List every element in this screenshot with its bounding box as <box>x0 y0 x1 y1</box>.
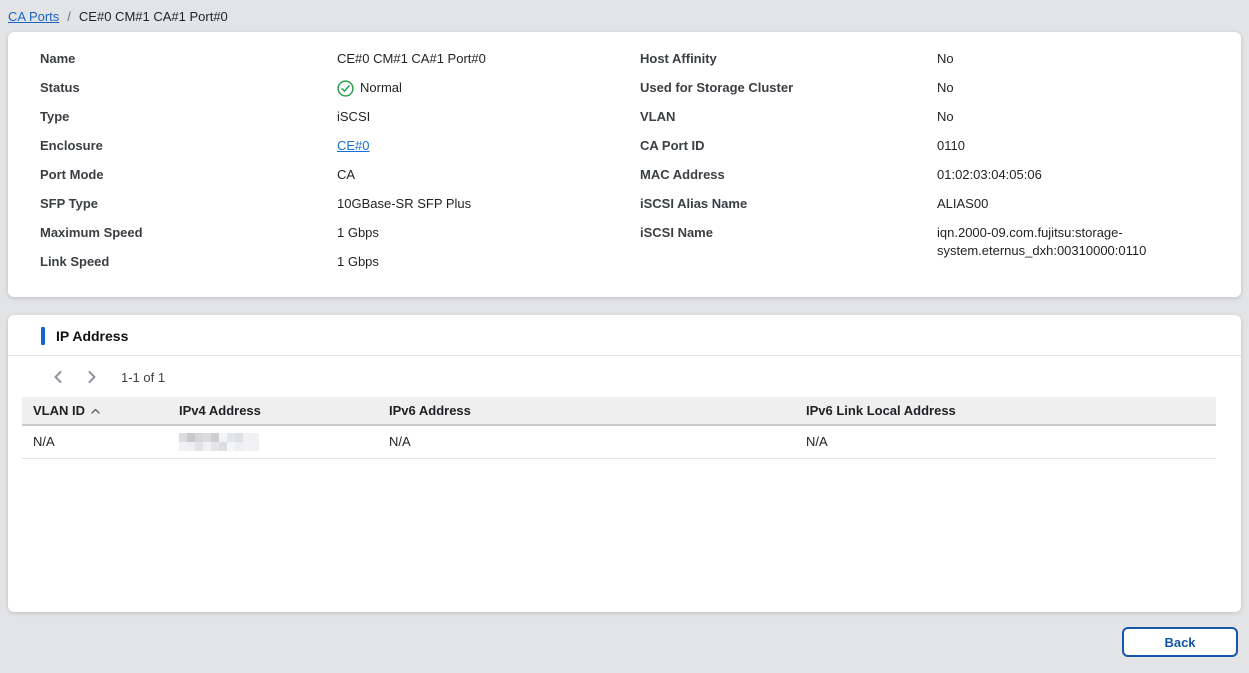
cell-ipv6-address: N/A <box>389 434 411 450</box>
detail-row-link-speed: Link Speed 1 Gbps <box>40 248 640 277</box>
detail-label: Enclosure <box>40 138 103 153</box>
ip-address-table: VLAN ID IPv4 Address IPv6 Address IPv6 L… <box>22 397 1216 459</box>
detail-label: SFP Type <box>40 196 99 211</box>
table-row: N/A N/A N/A <box>22 425 1216 458</box>
cell-ipv6-link-local-address: N/A <box>806 434 828 450</box>
ip-address-panel: IP Address 1-1 of 1 VLAN ID IPv4 Addr <box>8 315 1241 612</box>
detail-value: No <box>937 51 954 66</box>
redacted-ipv4-value <box>179 433 259 452</box>
detail-row-vlan: VLAN No <box>640 103 1241 132</box>
detail-row-enclosure: Enclosure CE#0 <box>40 132 640 161</box>
status-normal-check-circle-icon <box>337 79 354 97</box>
breadcrumb-separator: / <box>67 8 71 24</box>
detail-value: 01:02:03:04:05:06 <box>937 167 1042 182</box>
next-page-icon[interactable] <box>82 369 102 385</box>
detail-row-iscsi-alias: iSCSI Alias Name ALIAS00 <box>640 190 1241 219</box>
back-button[interactable]: Back <box>1122 627 1238 657</box>
detail-value: 1 Gbps <box>337 254 379 269</box>
detail-label: iSCSI Alias Name <box>640 196 748 211</box>
breadcrumb-current: CE#0 CM#1 CA#1 Port#0 <box>78 8 228 24</box>
detail-row-maximum-speed: Maximum Speed 1 Gbps <box>40 219 640 248</box>
detail-row-sfp-type: SFP Type 10GBase-SR SFP Plus <box>40 190 640 219</box>
detail-row-ca-port-id: CA Port ID 0110 <box>640 132 1241 161</box>
detail-value: CA <box>337 167 356 182</box>
detail-label: VLAN <box>640 109 676 124</box>
footer-bar: Back <box>0 612 1249 673</box>
ip-address-header: IP Address <box>8 315 1241 356</box>
detail-value: No <box>937 80 954 95</box>
pagination: 1-1 of 1 <box>8 356 1241 397</box>
detail-value: 1 Gbps <box>337 225 379 240</box>
status-text: Normal <box>360 80 402 95</box>
cell-vlan-id: N/A <box>33 434 55 450</box>
detail-row-storage-cluster: Used for Storage Cluster No <box>640 74 1241 103</box>
header-ipv4-address[interactable]: IPv4 Address <box>179 403 261 418</box>
detail-label: Name <box>40 51 76 66</box>
detail-value: No <box>937 109 954 124</box>
detail-row-port-mode: Port Mode CA <box>40 161 640 190</box>
detail-row-host-affinity: Host Affinity No <box>640 45 1241 74</box>
port-details-panel: Name CE#0 CM#1 CA#1 Port#0 Status Normal… <box>8 32 1241 297</box>
detail-value: CE#0 CM#1 CA#1 Port#0 <box>337 51 486 66</box>
detail-value: 0110 <box>937 138 965 153</box>
prev-page-icon[interactable] <box>48 369 68 385</box>
details-right-column: Host Affinity No Used for Storage Cluste… <box>640 45 1241 277</box>
header-vlan-id[interactable]: VLAN ID <box>22 397 168 425</box>
detail-label: Link Speed <box>40 254 110 269</box>
detail-label: Port Mode <box>40 167 104 182</box>
detail-value: iqn.2000-09.com.fujitsu:storage-system.e… <box>937 225 1147 258</box>
header-ipv6-link-local-address[interactable]: IPv6 Link Local Address <box>806 403 956 418</box>
detail-row-type: Type iSCSI <box>40 103 640 132</box>
sort-asc-icon <box>91 408 100 414</box>
detail-row-status: Status Normal <box>40 74 640 103</box>
detail-label: CA Port ID <box>640 138 705 153</box>
detail-row-iscsi-name: iSCSI Name iqn.2000-09.com.fujitsu:stora… <box>640 219 1241 266</box>
section-accent-bar <box>41 327 45 345</box>
detail-row-name: Name CE#0 CM#1 CA#1 Port#0 <box>40 45 640 74</box>
pagination-range: 1-1 of 1 <box>121 369 166 385</box>
detail-label: MAC Address <box>640 167 725 182</box>
ip-address-title: IP Address <box>56 328 129 344</box>
detail-label: Status <box>40 80 80 95</box>
detail-label: Maximum Speed <box>40 225 143 240</box>
table-header-row: VLAN ID IPv4 Address IPv6 Address IPv6 L… <box>22 397 1216 425</box>
detail-value: 10GBase-SR SFP Plus <box>337 196 472 211</box>
detail-label: Used for Storage Cluster <box>640 80 794 95</box>
detail-label: Type <box>40 109 70 124</box>
breadcrumb: CA Ports / CE#0 CM#1 CA#1 Port#0 <box>0 0 1249 26</box>
detail-value: iSCSI <box>337 109 371 124</box>
detail-value: ALIAS00 <box>937 196 989 211</box>
header-ipv6-address[interactable]: IPv6 Address <box>389 403 471 418</box>
details-left-column: Name CE#0 CM#1 CA#1 Port#0 Status Normal… <box>40 45 640 277</box>
cell-ipv4-address <box>168 425 378 458</box>
enclosure-link[interactable]: CE#0 <box>337 138 370 153</box>
detail-label: Host Affinity <box>640 51 717 66</box>
detail-label: iSCSI Name <box>640 225 713 240</box>
breadcrumb-link-ca-ports[interactable]: CA Ports <box>8 8 60 24</box>
detail-row-mac-address: MAC Address 01:02:03:04:05:06 <box>640 161 1241 190</box>
